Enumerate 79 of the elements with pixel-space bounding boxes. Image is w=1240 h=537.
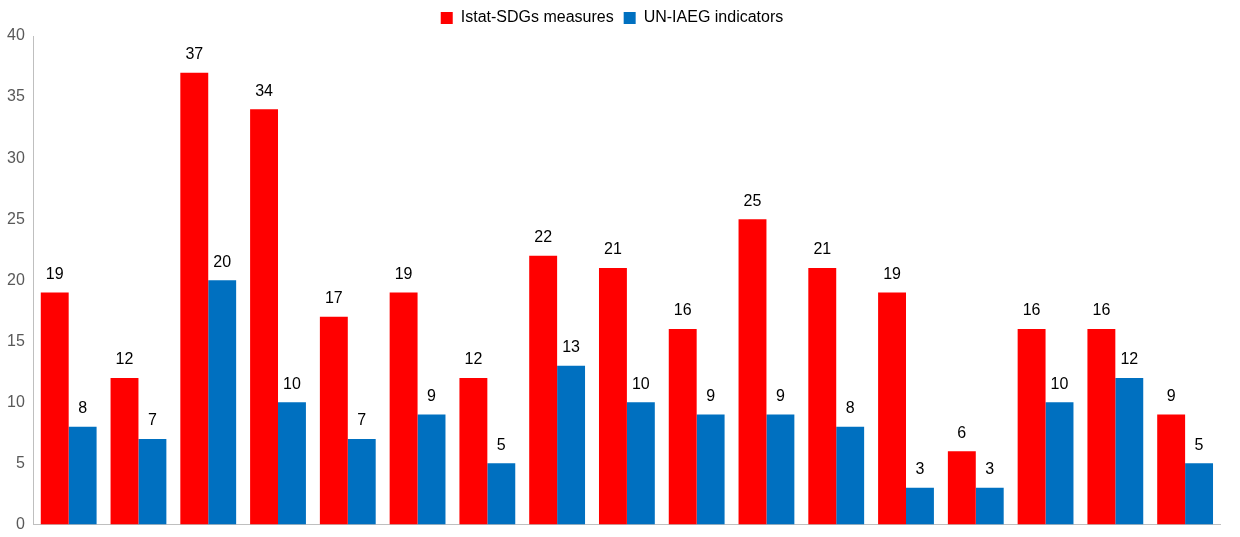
- data-label: 9: [706, 386, 716, 404]
- bar: [557, 365, 586, 525]
- bar: [836, 426, 865, 525]
- bar: [417, 414, 446, 525]
- y-tick-label: 35: [7, 87, 25, 105]
- bar: [1045, 402, 1074, 525]
- data-label: 10: [283, 374, 301, 392]
- data-label: 9: [427, 386, 437, 404]
- data-label: 8: [845, 399, 855, 417]
- data-label: 12: [464, 350, 483, 368]
- bar: [250, 109, 279, 525]
- data-label: 25: [743, 191, 762, 209]
- data-label: 16: [673, 301, 692, 319]
- data-label: 16: [1022, 301, 1041, 319]
- bar: [208, 280, 237, 525]
- data-label: 20: [213, 252, 232, 270]
- bar: [459, 377, 488, 525]
- data-label: 21: [604, 240, 622, 258]
- data-label: 9: [775, 386, 785, 404]
- y-tick-label: 40: [7, 26, 25, 44]
- data-label: 5: [1194, 435, 1204, 453]
- bar: [1115, 377, 1144, 525]
- data-label: 7: [147, 411, 157, 429]
- data-label: 3: [985, 460, 995, 478]
- bar: [696, 414, 725, 525]
- bar: [906, 487, 934, 525]
- bar: [1017, 329, 1046, 525]
- bar: [975, 487, 1004, 525]
- bar: [947, 451, 976, 525]
- data-label: 5: [496, 435, 506, 453]
- y-tick-label: 30: [7, 148, 25, 166]
- bar: [766, 414, 795, 525]
- bar: [319, 316, 348, 525]
- bar: [180, 72, 209, 525]
- data-label: 19: [883, 264, 902, 282]
- data-label: 34: [255, 81, 274, 99]
- bar: [598, 267, 627, 525]
- legend-label: UN-IAEG indicators: [643, 8, 784, 26]
- bar: [668, 329, 697, 525]
- bar: [138, 438, 167, 525]
- data-label: 8: [78, 399, 88, 417]
- data-label: 10: [631, 374, 650, 392]
- y-tick-label: 15: [7, 331, 25, 349]
- bar: [110, 377, 139, 525]
- bar: [1087, 329, 1116, 525]
- data-label: 12: [115, 350, 134, 368]
- bar: [40, 292, 69, 525]
- data-label: 19: [45, 264, 64, 282]
- data-label: 22: [534, 228, 553, 246]
- bar: [68, 426, 97, 525]
- data-label: 19: [394, 264, 413, 282]
- data-label: 21: [813, 240, 832, 258]
- y-tick-label: 20: [7, 270, 25, 288]
- data-label: 9: [1166, 386, 1176, 404]
- data-label: 13: [562, 338, 581, 356]
- legend-label: Istat-SDGs measures: [460, 8, 614, 26]
- bar: [389, 292, 418, 525]
- bar: [529, 255, 558, 525]
- bar: [738, 219, 767, 525]
- bar: [278, 402, 306, 525]
- bar: [878, 292, 907, 525]
- data-label: 16: [1092, 301, 1111, 319]
- data-label: 6: [957, 423, 967, 441]
- data-label: 3: [915, 460, 925, 478]
- bar: [347, 438, 376, 525]
- bar: [1157, 414, 1186, 525]
- data-label: 7: [357, 411, 367, 429]
- bar: [808, 267, 837, 525]
- data-label: 17: [324, 289, 343, 307]
- y-tick-label: 5: [15, 453, 25, 471]
- data-label: 12: [1120, 350, 1139, 368]
- bar: [487, 463, 516, 525]
- y-tick-label: 10: [7, 392, 25, 410]
- bar: [1185, 463, 1214, 525]
- data-label: 37: [185, 45, 204, 63]
- y-tick-label: 25: [7, 209, 25, 227]
- data-label: 10: [1050, 374, 1069, 392]
- y-tick-label: 0: [15, 514, 25, 532]
- bar: [626, 402, 655, 525]
